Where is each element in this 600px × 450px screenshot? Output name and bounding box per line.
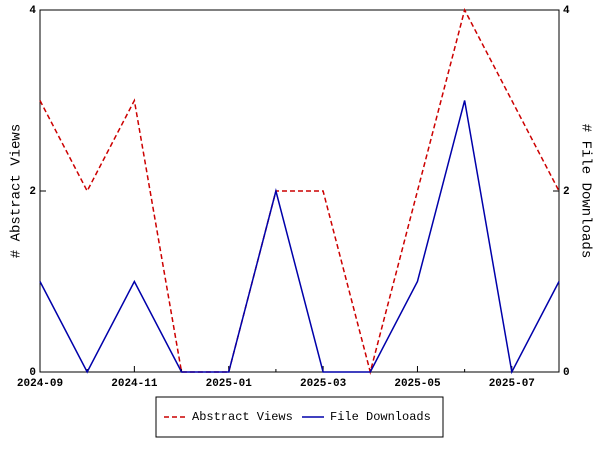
y2-tick-label: 4 bbox=[563, 5, 570, 17]
y2-tick-label: 2 bbox=[563, 186, 570, 198]
series-line bbox=[39, 7, 560, 375]
x-tick-label: 2024-11 bbox=[111, 378, 158, 390]
legend-label: Abstract Views bbox=[192, 410, 293, 424]
y-axis-title: # Abstract Views bbox=[9, 124, 25, 258]
x-tick-label: 2025-03 bbox=[300, 378, 347, 390]
x-tick-label: 2025-01 bbox=[206, 378, 253, 390]
y-tick-label: 0 bbox=[29, 367, 36, 379]
series-line bbox=[39, 100, 560, 375]
legend-label: File Downloads bbox=[330, 410, 431, 424]
x-tick-label: 2024-09 bbox=[17, 378, 63, 390]
x-tick-label: 2025-05 bbox=[394, 378, 441, 390]
y-tick-label: 4 bbox=[29, 5, 36, 17]
legend-box bbox=[155, 396, 444, 438]
y2-axis-title: # File Downloads bbox=[577, 124, 593, 258]
y-tick-label: 2 bbox=[29, 186, 36, 198]
y2-tick-label: 0 bbox=[563, 367, 570, 379]
x-tick-label: 2025-07 bbox=[489, 378, 535, 390]
